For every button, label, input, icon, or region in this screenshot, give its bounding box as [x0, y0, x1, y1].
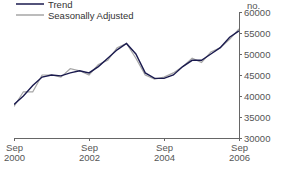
legend-swatch: [16, 14, 44, 16]
y-tick-label: 50000: [244, 49, 270, 60]
y-tick-label: 55000: [244, 28, 270, 39]
y-tick-label: 40000: [244, 91, 270, 102]
y-tick: 50000: [239, 49, 270, 60]
x-tick: Sep2002: [79, 138, 100, 163]
y-axis-title: no.: [247, 0, 260, 11]
x-axis: Sep2000 Sep2002 Sep2004 Sep2006: [4, 138, 250, 163]
y-tick-label: 30000: [244, 133, 270, 144]
y-tick-mark: [239, 117, 242, 118]
y-tick-label: 35000: [244, 112, 270, 123]
legend-label: Trend: [48, 0, 72, 10]
y-tick: 45000: [239, 70, 270, 81]
series-line: [14, 31, 239, 105]
x-tick-label: Sep2004: [154, 142, 175, 163]
x-tick-mark: [89, 138, 90, 141]
legend-swatch: [16, 3, 44, 5]
x-tick-label: Sep2000: [4, 142, 25, 163]
x-tick-label: Sep2006: [229, 142, 250, 163]
y-tick-mark: [239, 75, 242, 76]
plot-area: [14, 29, 239, 107]
y-axis: 30000350004000045000500005500060000: [239, 7, 270, 144]
legend-label: Seasonally Adjusted: [48, 10, 134, 21]
y-tick: 40000: [239, 91, 270, 102]
y-tick-mark: [239, 33, 242, 34]
x-tick-label: Sep2002: [79, 142, 100, 163]
x-axis-line: [15, 139, 240, 142]
y-tick: 35000: [239, 112, 270, 123]
y-tick: 55000: [239, 28, 270, 39]
x-tick: Sep2004: [154, 138, 175, 163]
x-tick-mark: [14, 138, 15, 141]
y-tick-mark: [239, 96, 242, 97]
y-axis-line: [240, 13, 243, 139]
y-tick-label: 45000: [244, 70, 270, 81]
x-tick-mark: [239, 138, 240, 141]
chart: 30000350004000045000500005500060000no.Se…: [0, 0, 283, 170]
x-tick-mark: [164, 138, 165, 141]
y-tick-mark: [239, 54, 242, 55]
series-line: [14, 29, 239, 107]
legend: TrendSeasonally Adjusted: [16, 0, 134, 21]
y-tick-mark: [239, 12, 242, 13]
x-tick: Sep2006: [229, 138, 250, 163]
x-tick: Sep2000: [4, 138, 25, 163]
